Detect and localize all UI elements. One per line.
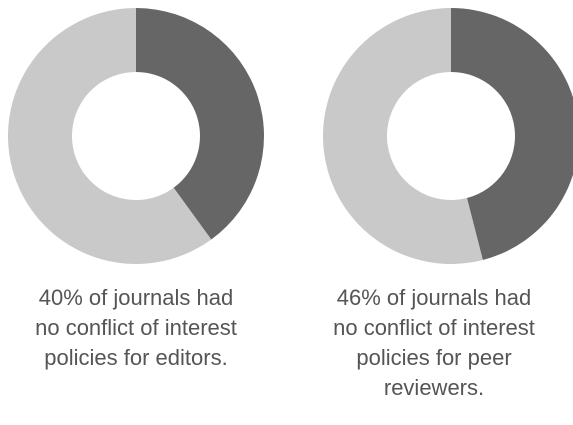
donut-chart-editors: 40% of journals had no conflict of inter…	[0, 0, 272, 425]
caption-editors: 40% of journals had no conflict of inter…	[0, 283, 272, 373]
caption-line: policies for editors.	[44, 345, 228, 370]
donut-slice-highlight	[136, 8, 264, 240]
donut-svg-peer-reviewers	[322, 8, 573, 264]
caption-peer-reviewers: 46% of journals had no conflict of inter…	[295, 283, 573, 403]
donut-slice-highlight	[451, 8, 573, 260]
donut-chart-peer-reviewers: 46% of journals had no conflict of inter…	[295, 0, 573, 425]
caption-line: policies for peer	[356, 345, 512, 370]
donut-slice-remainder	[322, 8, 483, 264]
donut-svg-editors	[7, 8, 264, 264]
caption-line: 46% of journals had	[336, 285, 532, 310]
donut-slice-remainder	[7, 8, 212, 264]
caption-line: no conflict of interest	[35, 315, 237, 340]
caption-line: no conflict of interest	[333, 315, 535, 340]
caption-line: 40% of journals had	[38, 285, 234, 310]
caption-line: reviewers.	[383, 375, 485, 400]
